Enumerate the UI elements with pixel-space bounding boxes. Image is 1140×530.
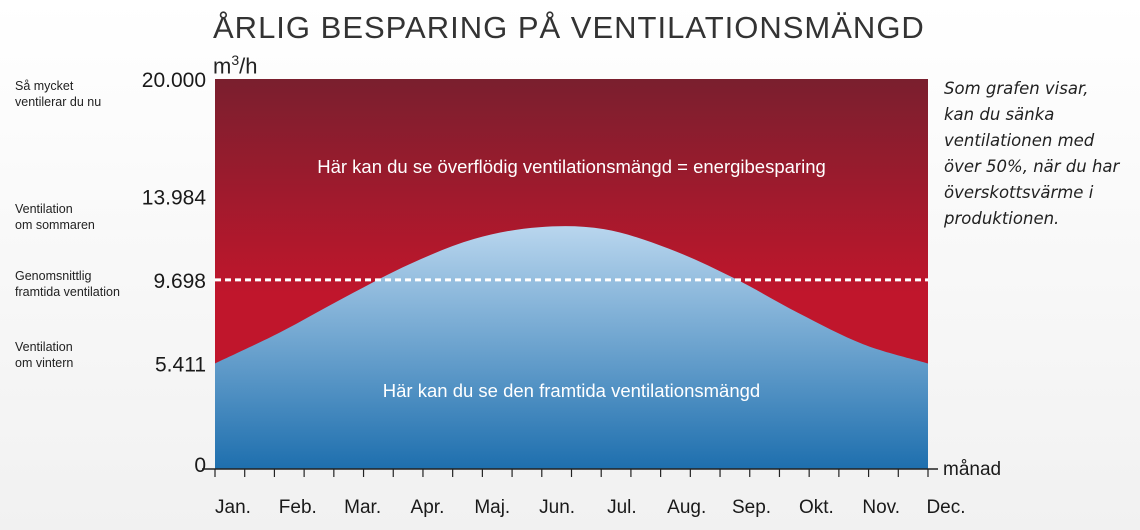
y-tick-label: 5.411 <box>155 353 206 376</box>
chart-title: ÅRLIG BESPARING PÅ VENTILATIONSMÄNGD <box>213 10 925 45</box>
unit-sup: 3 <box>231 52 240 68</box>
side-label-line: Ventilation <box>15 202 73 216</box>
x-tick-label: Apr. <box>411 497 445 518</box>
x-tick-label: Okt. <box>799 497 834 518</box>
annotation-future: Här kan du se den framtida ventilationsm… <box>383 380 760 401</box>
note-line: kan du sänka <box>944 105 1055 124</box>
y-tick-label: 20.000 <box>142 69 206 92</box>
side-label-line: framtida ventilation <box>15 285 120 299</box>
y-tick-label: 13.984 <box>142 186 207 209</box>
y-tick-label: 9.698 <box>153 270 206 293</box>
x-axis: månad Jan. Feb. Mar. Apr. Maj. Jun. Jul. Aug. Sep… <box>214 459 1001 518</box>
side-label-summer: Ventilation om sommaren <box>15 201 95 233</box>
y-axis: 20.000 13.984 9.698 5.411 0 <box>142 69 215 477</box>
x-tick-label: Jan. <box>215 497 251 518</box>
x-tick-label: Nov. <box>862 497 900 518</box>
x-tick-label: Maj. <box>474 497 510 518</box>
note-line: produktionen. <box>944 209 1060 228</box>
side-label-line: om vintern <box>15 356 74 370</box>
note-line: över 50%, när du har <box>944 157 1120 176</box>
explanation-note: Som grafen visar, kan du sänka ventilati… <box>944 76 1119 232</box>
x-tick-label: Feb. <box>279 497 317 518</box>
x-tick-label: Dec. <box>926 497 965 518</box>
y-tick-label: 0 <box>194 454 206 477</box>
side-label-line: om sommaren <box>15 218 95 232</box>
side-label-line: Så mycket <box>15 79 74 93</box>
x-tick-label: Sep. <box>732 497 771 518</box>
note-line: överskottsvärme i <box>944 183 1094 202</box>
note-line: ventilationen med <box>944 131 1095 150</box>
x-tick-label: Aug. <box>667 497 706 518</box>
unit-rest: /h <box>239 53 258 79</box>
side-label-current: Så mycket ventilerar du nu <box>15 78 101 110</box>
note-line: Som grafen visar, <box>944 79 1089 98</box>
side-label-line: Ventilation <box>15 340 73 354</box>
side-label-line: Genomsnittlig <box>15 269 92 283</box>
side-label-winter: Ventilation om vintern <box>15 339 73 371</box>
future-ventilation-area <box>215 226 928 469</box>
unit-base: m <box>213 53 232 79</box>
y-unit-label: m3/h <box>213 52 257 79</box>
x-tick-label: Jul. <box>607 497 637 518</box>
annotation-excess: Här kan du se överflödig ventilationsmän… <box>317 156 826 177</box>
x-axis-label: månad <box>943 459 1001 480</box>
side-label-average: Genomsnittlig framtida ventilation <box>15 268 120 300</box>
x-tick-label: Jun. <box>539 497 575 518</box>
side-label-line: ventilerar du nu <box>15 95 102 109</box>
x-tick-label: Mar. <box>344 497 381 518</box>
